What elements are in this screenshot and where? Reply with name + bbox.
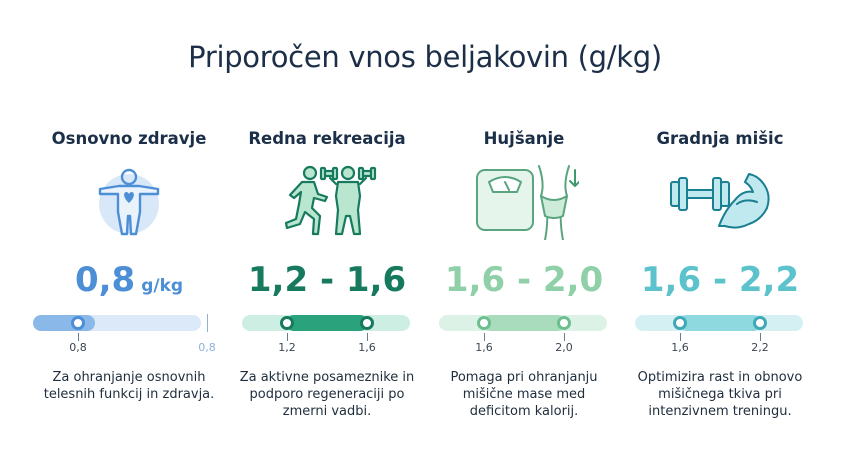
range-marker-max: [753, 316, 767, 341]
category-heading: Osnovno zdravje: [51, 129, 207, 148]
range-bar: [242, 315, 410, 341]
range-fill: [483, 315, 565, 331]
protein-value: 1,2 - 1,6: [247, 260, 407, 300]
range-fill: [679, 315, 761, 331]
range-marker-min: [673, 316, 687, 341]
tick-max: 2,2: [751, 341, 769, 354]
runner-dumbbell-icon: [272, 164, 382, 240]
category-description: Pomaga pri ohranjanju mišične mase med d…: [450, 370, 598, 419]
category-description: Optimizira rast in obnovo mišičnega tkiv…: [637, 370, 803, 419]
range-fill: [286, 315, 368, 331]
tick-max: 1,6: [358, 341, 376, 354]
tick-max: 2,0: [555, 341, 573, 354]
page-title: Priporočen vnos beljakovin (g/kg): [188, 40, 662, 74]
range-marker-min: [477, 316, 491, 341]
protein-value: 0,8 g/kg: [31, 260, 227, 300]
value-unit: g/kg: [141, 276, 184, 296]
scale-waist-icon: [469, 164, 581, 241]
range-fill: [33, 315, 95, 331]
range-bar: [635, 315, 803, 341]
category-description: Za aktivne posameznike in podporo regene…: [239, 370, 415, 419]
tick-max: 0,8: [198, 341, 216, 354]
category-weight-loss: Hujšanje 1,6 - 2,0 1,6 2,0 Pomaga pri oh…: [426, 0, 622, 474]
range-marker-max: [557, 316, 571, 341]
range-bar: [33, 315, 201, 341]
scale-end-line: [207, 314, 208, 332]
tick-min: 1,2: [278, 341, 296, 354]
range-marker-max: [360, 316, 374, 341]
range-marker-min: [71, 316, 85, 341]
dumbbell-bicep-icon: [665, 164, 775, 240]
category-heading: Hujšanje: [483, 129, 565, 148]
protein-value: 1,6 - 2,0: [444, 260, 604, 300]
category-recreation: Redna rekreacija 1,2 - 1,6 1,2 1,6 Za: [229, 0, 425, 474]
person-heart-icon: [74, 164, 184, 240]
value-number: 0,8: [74, 260, 136, 300]
category-description: Za ohranjanje osnovnih telesnih funkcij …: [43, 370, 215, 402]
category-heading: Gradnja mišic: [656, 129, 784, 148]
tick-min: 1,6: [475, 341, 493, 354]
range-bar: [439, 315, 607, 341]
category-heading: Redna rekreacija: [248, 129, 406, 148]
category-muscle-building: Gradnja mišic 1,6 - 2,2 1,6 2,2 Optimizi…: [622, 0, 818, 474]
category-basic-health: Osnovno zdravje 0,8 g/kg 0,8 0,8 Za ohran…: [31, 0, 227, 474]
tick-min: 1,6: [671, 341, 689, 354]
tick-min: 0,8: [69, 341, 87, 354]
range-marker-min: [280, 316, 294, 341]
protein-value: 1,6 - 2,2: [640, 260, 800, 300]
